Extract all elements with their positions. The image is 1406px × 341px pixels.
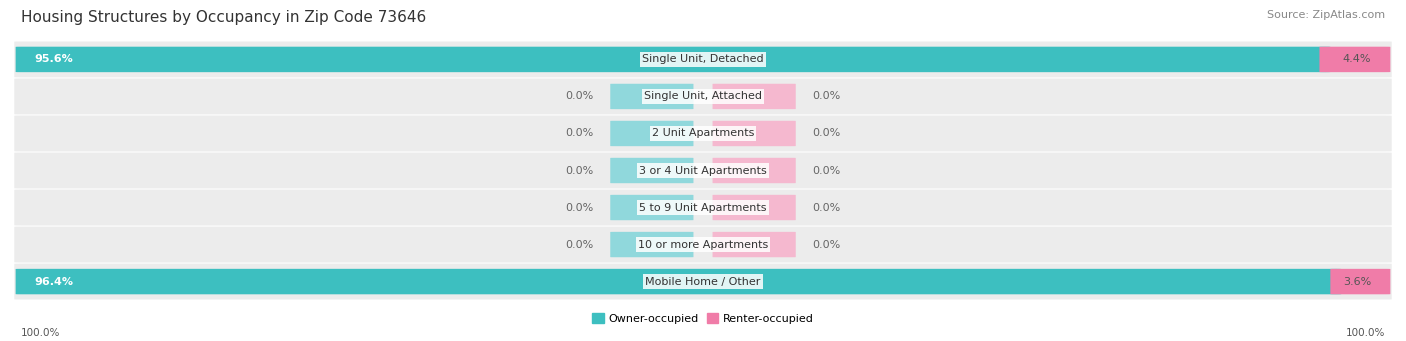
FancyBboxPatch shape <box>610 158 693 183</box>
FancyBboxPatch shape <box>1330 269 1391 294</box>
FancyBboxPatch shape <box>713 195 796 220</box>
FancyBboxPatch shape <box>15 47 1330 72</box>
Text: 100.0%: 100.0% <box>21 328 60 338</box>
Text: Housing Structures by Occupancy in Zip Code 73646: Housing Structures by Occupancy in Zip C… <box>21 10 426 25</box>
Text: 3 or 4 Unit Apartments: 3 or 4 Unit Apartments <box>640 165 766 176</box>
FancyBboxPatch shape <box>14 152 1392 189</box>
Legend: Owner-occupied, Renter-occupied: Owner-occupied, Renter-occupied <box>588 309 818 328</box>
FancyBboxPatch shape <box>14 264 1392 299</box>
Text: Single Unit, Attached: Single Unit, Attached <box>644 91 762 102</box>
FancyBboxPatch shape <box>610 121 693 146</box>
FancyBboxPatch shape <box>713 232 796 257</box>
FancyBboxPatch shape <box>713 121 796 146</box>
FancyBboxPatch shape <box>14 42 1392 77</box>
FancyBboxPatch shape <box>14 116 1392 151</box>
Text: 0.0%: 0.0% <box>565 129 593 138</box>
FancyBboxPatch shape <box>713 158 796 183</box>
Text: 10 or more Apartments: 10 or more Apartments <box>638 239 768 250</box>
Text: 100.0%: 100.0% <box>1346 328 1385 338</box>
Text: Mobile Home / Other: Mobile Home / Other <box>645 277 761 286</box>
FancyBboxPatch shape <box>14 190 1392 225</box>
Text: 0.0%: 0.0% <box>813 165 841 176</box>
FancyBboxPatch shape <box>14 78 1392 115</box>
Text: 5 to 9 Unit Apartments: 5 to 9 Unit Apartments <box>640 203 766 212</box>
FancyBboxPatch shape <box>713 84 796 109</box>
Text: 3.6%: 3.6% <box>1343 277 1371 286</box>
FancyBboxPatch shape <box>1319 47 1391 72</box>
Text: Source: ZipAtlas.com: Source: ZipAtlas.com <box>1267 10 1385 20</box>
Text: 0.0%: 0.0% <box>813 91 841 102</box>
Text: 0.0%: 0.0% <box>565 239 593 250</box>
Text: 0.0%: 0.0% <box>813 129 841 138</box>
Text: 0.0%: 0.0% <box>813 239 841 250</box>
Text: 0.0%: 0.0% <box>813 203 841 212</box>
Text: 0.0%: 0.0% <box>565 203 593 212</box>
Text: 0.0%: 0.0% <box>565 165 593 176</box>
Text: Single Unit, Detached: Single Unit, Detached <box>643 55 763 64</box>
FancyBboxPatch shape <box>15 269 1341 294</box>
Text: 2 Unit Apartments: 2 Unit Apartments <box>652 129 754 138</box>
FancyBboxPatch shape <box>610 232 693 257</box>
FancyBboxPatch shape <box>610 195 693 220</box>
FancyBboxPatch shape <box>14 226 1392 263</box>
Text: 0.0%: 0.0% <box>565 91 593 102</box>
Text: 95.6%: 95.6% <box>35 55 73 64</box>
FancyBboxPatch shape <box>610 84 693 109</box>
Text: 4.4%: 4.4% <box>1343 55 1371 64</box>
Text: 96.4%: 96.4% <box>35 277 73 286</box>
